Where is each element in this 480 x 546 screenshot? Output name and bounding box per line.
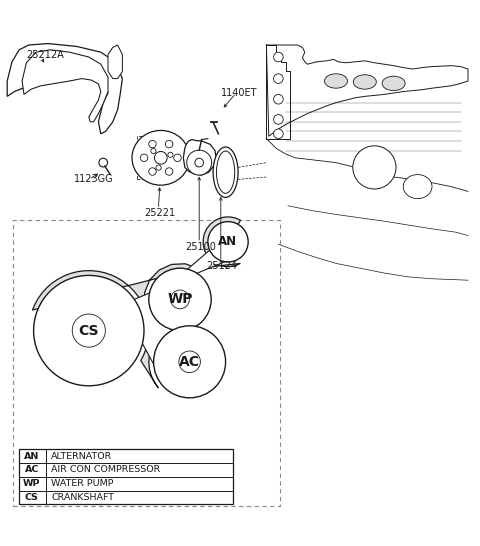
Ellipse shape [403, 175, 432, 199]
Text: AN: AN [24, 452, 39, 461]
Polygon shape [33, 217, 240, 388]
Ellipse shape [213, 147, 238, 198]
Circle shape [166, 168, 173, 175]
Circle shape [171, 290, 189, 308]
Circle shape [274, 115, 283, 124]
Circle shape [187, 150, 212, 175]
Circle shape [156, 165, 161, 170]
Ellipse shape [132, 130, 190, 185]
Text: 25212A: 25212A [26, 50, 64, 60]
Circle shape [154, 326, 226, 398]
Text: 25124: 25124 [206, 261, 238, 271]
Circle shape [155, 151, 167, 164]
Polygon shape [37, 224, 237, 395]
Circle shape [149, 168, 156, 175]
Text: CS: CS [25, 493, 39, 502]
Circle shape [168, 152, 173, 157]
Bar [19, 449, 233, 505]
Circle shape [151, 149, 156, 153]
Bar [137, 136, 173, 180]
Circle shape [174, 154, 181, 162]
Text: 25221: 25221 [144, 208, 175, 218]
Text: AN: AN [218, 235, 238, 248]
Text: WP: WP [23, 479, 41, 488]
Circle shape [166, 140, 173, 148]
Circle shape [274, 94, 283, 104]
Bar [13, 220, 280, 506]
Text: 1140ET: 1140ET [221, 88, 257, 98]
Circle shape [179, 351, 201, 372]
Ellipse shape [216, 151, 235, 193]
Ellipse shape [324, 74, 348, 88]
Circle shape [274, 74, 283, 84]
Circle shape [208, 222, 248, 262]
Circle shape [195, 158, 204, 167]
Text: CRANKSHAFT: CRANKSHAFT [51, 493, 114, 502]
Circle shape [353, 146, 396, 189]
Circle shape [72, 314, 106, 347]
Polygon shape [22, 50, 108, 122]
Text: WATER PUMP: WATER PUMP [51, 479, 114, 488]
Text: WP: WP [167, 293, 193, 306]
Text: 25100: 25100 [185, 241, 216, 252]
Text: AC: AC [179, 355, 200, 369]
Polygon shape [108, 45, 122, 79]
Circle shape [274, 129, 283, 139]
Text: CS: CS [79, 324, 99, 337]
Text: AIR CON COMPRESSOR: AIR CON COMPRESSOR [51, 465, 161, 474]
Circle shape [274, 52, 283, 62]
Circle shape [140, 154, 148, 162]
Text: AC: AC [24, 465, 39, 474]
Circle shape [99, 158, 108, 167]
Circle shape [149, 140, 156, 148]
Polygon shape [183, 140, 216, 175]
Text: ALTERNATOR: ALTERNATOR [51, 452, 113, 461]
Ellipse shape [353, 75, 376, 89]
Circle shape [149, 268, 211, 330]
Polygon shape [7, 44, 122, 134]
Circle shape [34, 275, 144, 386]
Text: 1123GG: 1123GG [74, 174, 114, 185]
Ellipse shape [382, 76, 405, 91]
